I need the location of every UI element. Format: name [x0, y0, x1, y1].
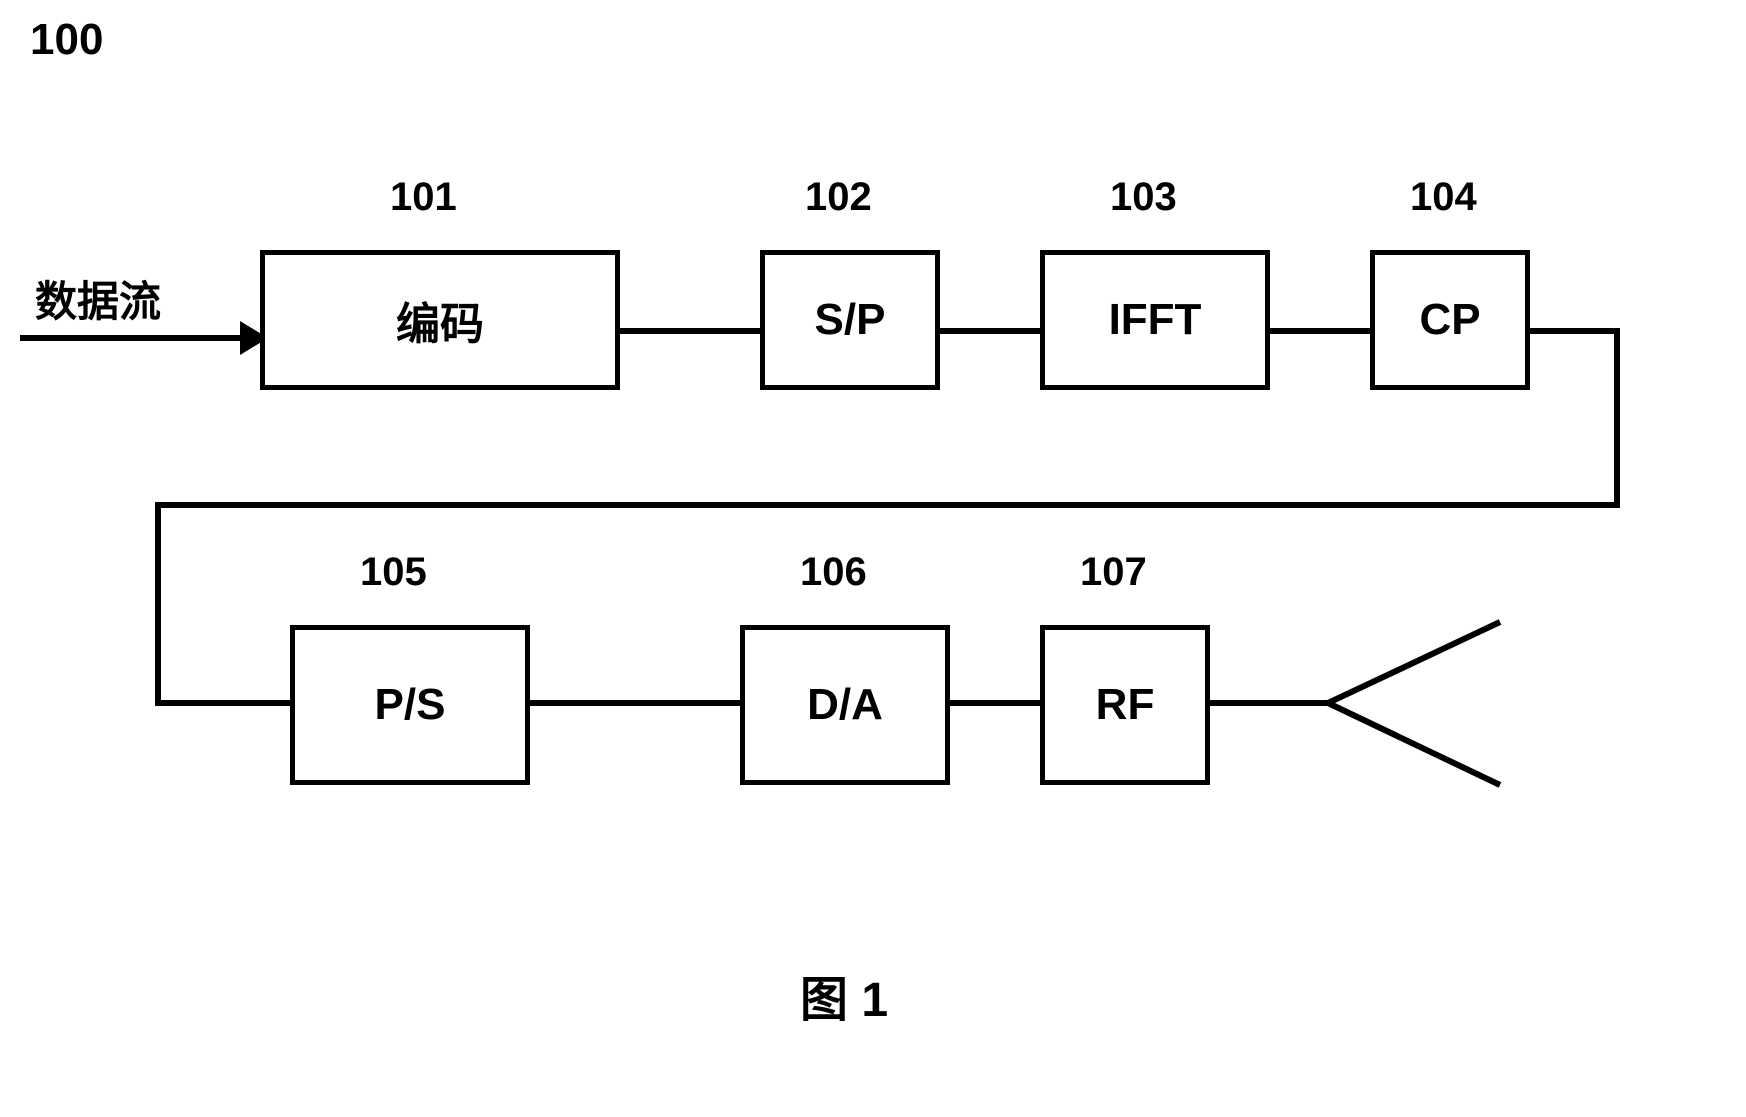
- block-sp: S/P: [760, 250, 940, 390]
- ref-105: 105: [360, 550, 427, 595]
- antenna-stem: [1210, 700, 1330, 706]
- connector-105-106: [530, 700, 740, 706]
- ref-104: 104: [1410, 175, 1477, 220]
- block-encode-text: 编码: [396, 288, 484, 352]
- block-encode: 编码: [260, 250, 620, 390]
- input-label: 数据流: [35, 268, 161, 329]
- block-ps: P/S: [290, 625, 530, 785]
- connector-102-103: [940, 328, 1040, 334]
- block-rf-text: RF: [1096, 680, 1155, 730]
- block-ifft-text: IFFT: [1109, 295, 1202, 345]
- ref-101: 101: [390, 175, 457, 220]
- block-ifft: IFFT: [1040, 250, 1270, 390]
- ref-106: 106: [800, 550, 867, 595]
- ref-107: 107: [1080, 550, 1147, 595]
- block-da-text: D/A: [807, 680, 883, 730]
- figure-caption: 图 1: [800, 960, 888, 1030]
- block-sp-text: S/P: [815, 295, 886, 345]
- input-arrow-line: [20, 335, 240, 341]
- ref-103: 103: [1110, 175, 1177, 220]
- connector-wrap-down2: [155, 502, 161, 702]
- connector-101-102: [620, 328, 760, 334]
- block-ps-text: P/S: [375, 680, 446, 730]
- ref-102: 102: [805, 175, 872, 220]
- connector-104-right: [1530, 328, 1620, 334]
- connector-wrap-left: [155, 502, 1620, 508]
- connector-wrap-right-to-105: [155, 700, 290, 706]
- connector-103-104: [1270, 328, 1370, 334]
- antenna-icon: [1320, 610, 1520, 800]
- connector-106-107: [950, 700, 1040, 706]
- connector-wrap-down1: [1614, 328, 1620, 508]
- block-cp-text: CP: [1419, 295, 1480, 345]
- block-cp: CP: [1370, 250, 1530, 390]
- block-rf: RF: [1040, 625, 1210, 785]
- figure-label: 100: [30, 15, 103, 65]
- block-da: D/A: [740, 625, 950, 785]
